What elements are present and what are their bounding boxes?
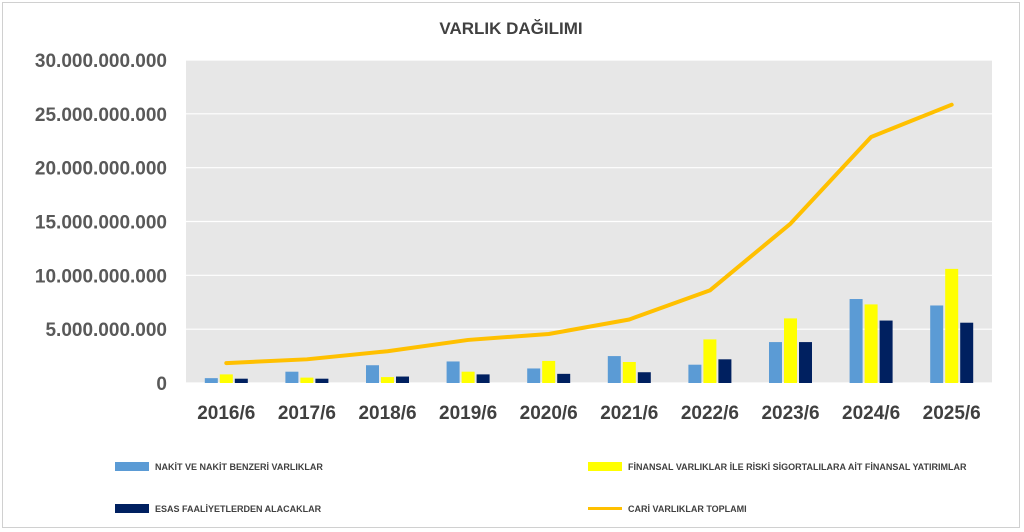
- bar-series-1: [688, 364, 702, 383]
- chart-title: VARLIK DAĞILIMI: [439, 19, 582, 38]
- bar-series-2: [461, 371, 475, 383]
- total-line: [224, 102, 954, 366]
- legend-swatch: [588, 462, 622, 471]
- y-tick-label: 5.000.000.000: [45, 320, 167, 341]
- x-tick-label: 2018/6: [358, 403, 416, 424]
- bar-series-3: [799, 342, 812, 383]
- legend-label: FİNANSAL VARLIKLAR İLE RİSKİ SİGORTALILA…: [628, 462, 967, 472]
- bar-series-3: [476, 374, 490, 383]
- bar-series-2: [542, 360, 556, 383]
- x-tick-label: 2020/6: [520, 403, 578, 424]
- bar-series-2: [945, 268, 959, 383]
- x-tick-label: 2024/6: [842, 403, 900, 424]
- bar-series-3: [315, 378, 329, 383]
- bar-series-3: [557, 373, 571, 383]
- bar-series-3: [234, 378, 248, 383]
- bar-series-1: [446, 361, 460, 383]
- x-tick-label: 2025/6: [923, 403, 981, 424]
- x-tick-label: 2019/6: [439, 403, 497, 424]
- bar-series-2: [381, 377, 394, 383]
- bar-series-1: [527, 368, 541, 383]
- legend: NAKİT VE NAKİT BENZERİ VARLIKLAR FİNANSAL…: [115, 462, 967, 514]
- y-tick-label: 30.000.000.000: [35, 51, 167, 72]
- x-tick-label: 2021/6: [600, 403, 658, 424]
- chart-svg: VARLIK DAĞILIMI 0 5.000.000.000 10.000.000…: [35, 19, 992, 514]
- bar-series-3: [960, 322, 974, 383]
- legend-label: CARİ VARLIKLAR TOPLAMI: [628, 504, 747, 514]
- bar-series-3: [637, 372, 651, 383]
- bar-series-1: [930, 305, 944, 383]
- legend-swatch: [115, 462, 149, 471]
- legend-swatch: [115, 504, 149, 513]
- bar-series-1: [769, 342, 782, 383]
- x-tick-label: 2016/6: [197, 403, 255, 424]
- bar-series-3: [718, 359, 732, 383]
- bar-series-3: [879, 320, 893, 383]
- x-tick-label: 2023/6: [761, 403, 819, 424]
- bar-series-1: [607, 356, 621, 383]
- x-axis-ticks: 2016/6 2017/6 2018/6 2019/6 2020/6 2021/6 2022…: [197, 403, 981, 424]
- y-tick-label: 10.000.000.000: [35, 266, 167, 287]
- y-tick-label: 15.000.000.000: [35, 213, 167, 234]
- bar-series-1: [285, 371, 299, 383]
- legend-label: ESAS FAALİYETLERDEN ALACAKLAR: [155, 504, 322, 514]
- bar-series-2: [219, 374, 233, 383]
- bar-series-1: [366, 365, 379, 383]
- y-tick-label: 20.000.000.000: [35, 159, 167, 180]
- bar-series-2: [703, 339, 717, 383]
- bar-series-3: [396, 376, 409, 383]
- x-tick-label: 2017/6: [278, 403, 336, 424]
- x-tick-label: 2022/6: [681, 403, 739, 424]
- y-tick-label: 0: [156, 374, 167, 395]
- bars: [204, 268, 974, 383]
- line-series-total: [224, 102, 954, 366]
- bar-series-1: [204, 378, 218, 383]
- y-axis-ticks: 0 5.000.000.000 10.000.000.000 15.000.000.0…: [35, 51, 167, 395]
- bar-series-2: [784, 318, 797, 383]
- bar-series-2: [300, 377, 314, 383]
- bar-series-2: [622, 362, 636, 383]
- y-tick-label: 25.000.000.000: [35, 105, 167, 126]
- bar-series-2: [864, 304, 878, 383]
- legend-label: NAKİT VE NAKİT BENZERİ VARLIKLAR: [155, 462, 323, 472]
- bar-series-1: [849, 299, 863, 383]
